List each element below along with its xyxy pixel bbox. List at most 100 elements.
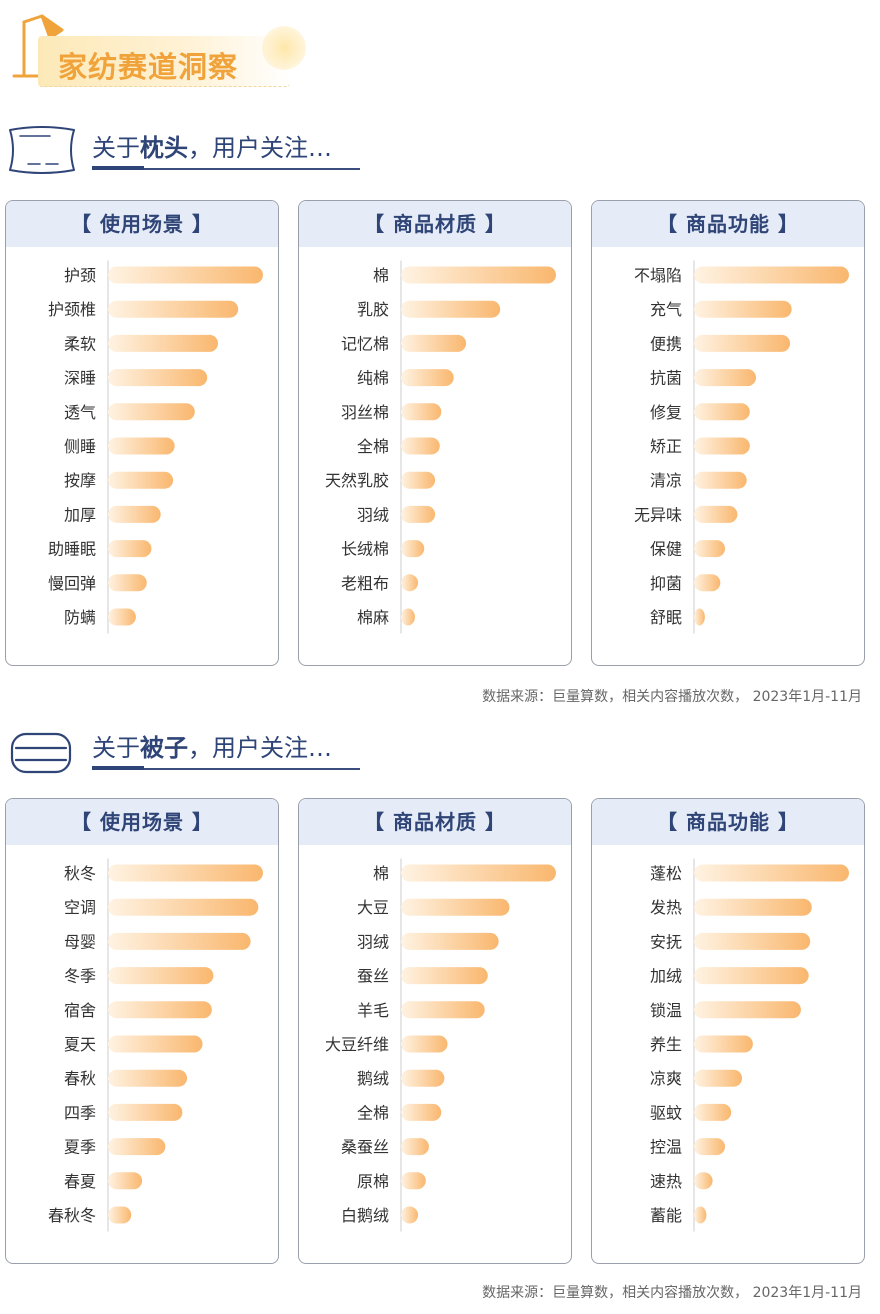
category-label: 长绒棉 [341,540,389,559]
bar-1 [108,300,239,318]
category-label: 抑菌 [650,574,682,593]
bar-2 [401,334,467,352]
chart-title: 【 商品功能 】 [592,201,864,247]
bar-0 [401,864,556,882]
category-label: 柔软 [64,334,96,353]
bar-6 [694,1069,743,1087]
bar-9 [108,574,147,592]
bar-7 [401,1103,442,1121]
section-heading-quilt: 关于被子，用户关注… [0,724,880,784]
category-label: 棉 [373,864,389,883]
category-label: 便携 [650,334,682,353]
bar-3 [694,967,809,985]
bar-1 [694,898,812,916]
bar-4 [108,1001,212,1019]
section-title: 关于被子，用户关注… [92,734,332,762]
section-underline [92,166,360,170]
category-label: 蚕丝 [357,967,389,986]
category-label: 春秋 [64,1069,96,1088]
bar-4 [401,1001,485,1019]
category-label: 秋冬 [64,864,96,883]
category-label: 舒眠 [650,608,682,627]
category-label: 全棉 [357,1103,389,1122]
chart-title: 【 商品材质 】 [299,201,571,247]
bar-7 [108,505,161,523]
bar-10 [694,1206,707,1224]
bar-4 [694,403,750,421]
bar-3 [401,369,454,387]
category-label: 保健 [650,540,682,559]
chart-panel-pillow-function: 【 商品功能 】 不塌陷 充气 便携 抗菌 修复 矫正 清凉 无异味 保健 抑菌 舒眠 [591,200,865,666]
chart-title: 【 使用场景 】 [6,799,278,845]
pillow-icon [9,126,75,174]
category-label: 夏季 [64,1138,96,1157]
page-title: 家纺赛道洞察 [58,50,239,84]
bar-9 [401,1172,426,1190]
bar-7 [694,1103,732,1121]
bar-5 [108,437,175,455]
bar-8 [401,1138,429,1156]
chart-title: 【 商品功能 】 [592,799,864,845]
category-label: 蓬松 [650,864,682,883]
bar-4 [694,1001,801,1019]
category-label: 抗菌 [650,369,682,388]
bar-6 [694,471,747,489]
bar-5 [401,1035,448,1053]
category-label: 羽绒 [357,505,389,524]
category-label: 深睡 [64,369,96,388]
data-source-note: 数据来源：巨量算数，相关内容播放次数， 2023年1月-11月 [482,1285,862,1301]
category-label: 宿舍 [64,1001,96,1020]
category-label: 棉 [373,266,389,285]
category-label: 养生 [650,1035,682,1054]
category-label: 母婴 [64,932,96,951]
quilt-icon [10,732,72,774]
bar-6 [401,471,436,489]
chart-panel-pillow-scenario: 【 使用场景 】 护颈 护颈椎 柔软 深睡 透气 侧睡 按摩 加厚 助睡眠 慢回弹 防螨 [5,200,279,666]
category-label: 羊毛 [357,1001,389,1020]
bar-0 [108,864,263,882]
bar-7 [108,1103,183,1121]
bar-8 [694,540,725,558]
bar-3 [108,967,214,985]
bar-7 [401,505,436,523]
bar-3 [108,369,208,387]
section-heading-pillow: 关于枕头，用户关注… [0,124,880,184]
chart-title: 【 使用场景 】 [6,201,278,247]
bar-5 [694,437,750,455]
category-label: 矫正 [650,437,682,456]
category-label: 天然乳胶 [325,471,389,490]
category-label: 凉爽 [650,1069,682,1088]
category-label: 慢回弹 [48,574,96,593]
category-label: 加厚 [64,505,96,524]
bar-8 [694,1138,725,1156]
category-label: 驱蚊 [650,1103,682,1122]
section-underline [92,766,360,770]
data-source-note: 数据来源：巨量算数，相关内容播放次数， 2023年1月-11月 [482,689,862,705]
bar-5 [694,1035,753,1053]
desk-lamp-icon [12,14,64,78]
category-label: 无异味 [634,505,682,524]
bar-1 [401,300,501,318]
category-label: 发热 [650,898,682,917]
category-label: 记忆棉 [341,334,389,353]
category-label: 原棉 [357,1172,389,1191]
category-label: 控温 [650,1138,682,1157]
section-title: 关于枕头，用户关注… [92,134,332,162]
bar-9 [108,1172,143,1190]
category-label: 鹅绒 [357,1069,389,1088]
category-label: 防螨 [64,608,96,627]
chart-panel-quilt-scenario: 【 使用场景 】 秋冬 空调 母婴 冬季 宿舍 夏天 春秋 四季 夏季 春夏 春秋冬 [5,798,279,1264]
category-label: 冬季 [64,967,96,986]
category-label: 不塌陷 [634,266,682,285]
category-label: 大豆 [357,898,389,917]
category-label: 全棉 [357,437,389,456]
bar-5 [401,437,440,455]
category-label: 按摩 [64,471,96,490]
category-label: 护颈 [64,266,96,285]
bar-10 [401,608,415,626]
category-label: 大豆纤维 [325,1035,389,1054]
